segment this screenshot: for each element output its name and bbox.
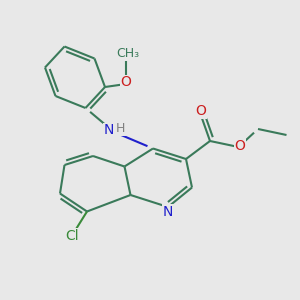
Text: O: O [196, 104, 206, 118]
Text: Cl: Cl [65, 229, 79, 242]
Text: H: H [116, 122, 125, 136]
Text: N: N [163, 205, 173, 218]
Text: CH₃: CH₃ [116, 47, 139, 61]
Text: O: O [121, 76, 131, 89]
Text: O: O [235, 139, 245, 152]
Text: N: N [103, 124, 114, 137]
